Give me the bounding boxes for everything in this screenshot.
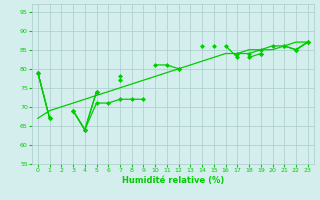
X-axis label: Humidité relative (%): Humidité relative (%) [122, 176, 224, 185]
